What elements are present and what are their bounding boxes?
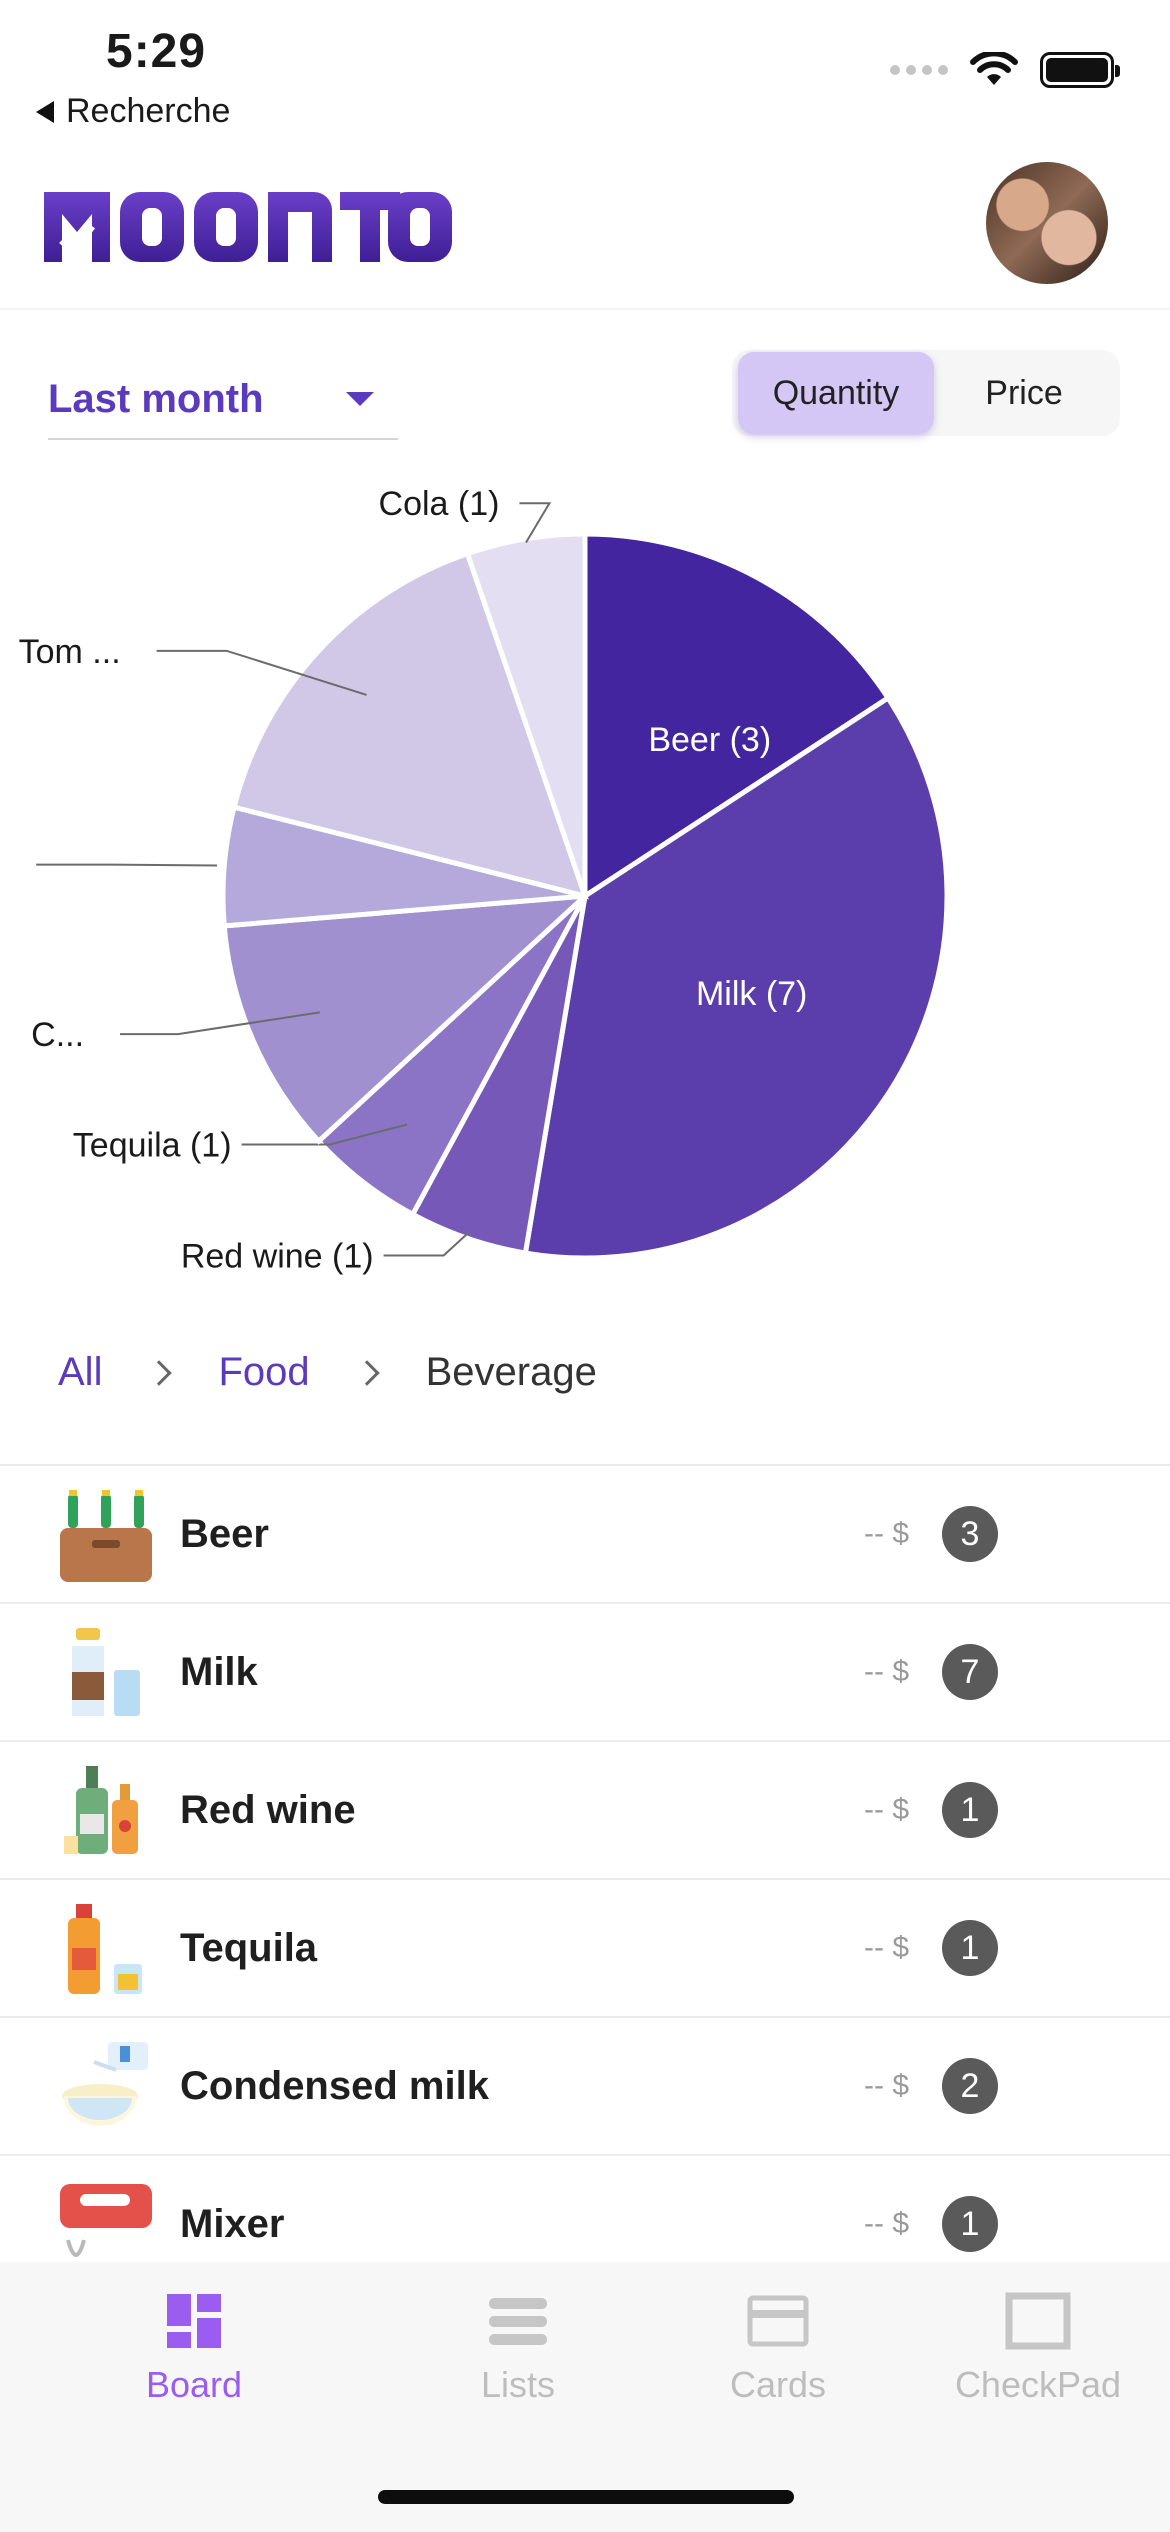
- item-count-badge: 3: [942, 1506, 998, 1562]
- item-price: -- $: [864, 1931, 909, 1964]
- condensed-milk-icon: [62, 2042, 148, 2126]
- home-indicator: [378, 2490, 794, 2504]
- slice-label: Cola (1): [379, 485, 500, 523]
- back-to-recherche-link[interactable]: Recherche: [36, 92, 230, 131]
- leader-line: [241, 1123, 408, 1146]
- breadcrumb-food[interactable]: Food: [218, 1350, 310, 1394]
- status-icons: [890, 52, 1120, 88]
- leader-line: [156, 649, 367, 696]
- list-item[interactable]: Tequila -- $ 1: [0, 1880, 1170, 2018]
- list-item[interactable]: Milk -- $ 7: [0, 1604, 1170, 1742]
- hand-mixer-icon: [60, 2184, 152, 2257]
- pie-slice[interactable]: [464, 531, 588, 897]
- slice-label: Milk (7): [696, 975, 807, 1013]
- segment-price[interactable]: Price: [985, 373, 1063, 412]
- leader-line: [120, 1011, 320, 1036]
- item-name: Tequila: [180, 1925, 318, 1970]
- dashboard-icon: [167, 2294, 221, 2348]
- user-avatar[interactable]: [986, 162, 1108, 284]
- tab-label: Board: [145, 2364, 243, 2405]
- breadcrumb-all[interactable]: All: [58, 1350, 103, 1394]
- item-name: Milk: [180, 1649, 258, 1694]
- checkpad-icon: [1005, 2292, 1071, 2350]
- breadcrumb: All Food Beverage: [58, 1350, 597, 1395]
- quantity-pie-chart: Beer (3) Milk (7) Red wine (1) Tequila (1) C…: [19, 485, 950, 1276]
- pie-slice[interactable]: [231, 550, 589, 900]
- leader-line: [519, 502, 552, 544]
- slice-label: Tequila (1): [73, 1127, 232, 1165]
- tab-lists[interactable]: Lists: [398, 2292, 638, 2406]
- period-label: Last month: [48, 376, 264, 421]
- milk-bottle-icon: [72, 1628, 140, 1716]
- item-price: -- $: [864, 2069, 909, 2102]
- item-price: -- $: [864, 1517, 909, 1550]
- status-time: 5:29: [106, 25, 207, 78]
- wine-bottles-icon: [64, 1766, 138, 1854]
- tab-label: CheckPad: [954, 2364, 1122, 2405]
- back-label: Recherche: [66, 92, 231, 130]
- item-count-badge: 2: [942, 2058, 998, 2114]
- leader-line: [36, 863, 218, 867]
- chevron-right-icon: [146, 1359, 173, 1386]
- item-price: -- $: [864, 2207, 909, 2240]
- beer-crate-icon: [60, 1490, 152, 1582]
- metric-segmented-control: Quantity Price: [732, 350, 1120, 436]
- tab-board[interactable]: Board: [74, 2292, 314, 2406]
- item-count-badge: 1: [942, 1782, 998, 1838]
- pie-slice[interactable]: [221, 892, 593, 1145]
- slice-label: C...: [31, 1016, 84, 1054]
- slice-label: Tom ...: [19, 633, 121, 671]
- battery-icon: [1040, 52, 1120, 88]
- item-price: -- $: [864, 1655, 909, 1688]
- tab-label: Lists: [480, 2364, 556, 2405]
- caret-down-icon: [346, 392, 374, 406]
- header-divider: [0, 308, 1170, 310]
- tab-bar: Board Lists Cards CheckPad: [0, 2262, 1170, 2532]
- tequila-bottle-icon: [68, 1904, 142, 1994]
- list-item[interactable]: Red wine -- $ 1: [0, 1742, 1170, 1880]
- slice-label: Red wine (1): [181, 1238, 374, 1276]
- wifi-icon: [970, 52, 1018, 85]
- list-icon: [489, 2298, 547, 2345]
- cellular-signal-icon: [890, 65, 948, 75]
- tab-checkpad[interactable]: CheckPad: [918, 2292, 1158, 2406]
- item-list: Beer -- $ 3 Milk -- $ 7 Red wine -- $ 1 …: [0, 1464, 1170, 2294]
- pie-slice[interactable]: [582, 531, 892, 901]
- item-price: -- $: [864, 1793, 909, 1826]
- list-item[interactable]: Condensed milk -- $ 2: [0, 2018, 1170, 2156]
- item-count-badge: 7: [942, 1644, 998, 1700]
- slice-label: Beer (3): [648, 721, 771, 759]
- segment-quantity[interactable]: Quantity: [738, 352, 934, 434]
- item-name: Mixer: [180, 2201, 285, 2246]
- list-item[interactable]: Beer -- $ 3: [0, 1466, 1170, 1604]
- chevron-right-icon: [353, 1359, 380, 1386]
- item-name: Red wine: [180, 1787, 356, 1832]
- item-name: Condensed milk: [180, 2063, 489, 2108]
- leader-line: [383, 1230, 471, 1257]
- card-icon: [747, 2295, 809, 2347]
- tab-cards[interactable]: Cards: [658, 2292, 898, 2406]
- item-count-badge: 1: [942, 1920, 998, 1976]
- item-count-badge: 1: [942, 2196, 998, 2252]
- item-name: Beer: [180, 1511, 269, 1556]
- tab-label: Cards: [729, 2364, 827, 2405]
- moonto-logo[interactable]: [44, 184, 454, 264]
- breadcrumb-current: Beverage: [425, 1350, 597, 1394]
- period-dropdown[interactable]: Last month: [48, 360, 398, 440]
- back-triangle-icon: [36, 100, 54, 123]
- pie-slice[interactable]: [522, 694, 950, 1261]
